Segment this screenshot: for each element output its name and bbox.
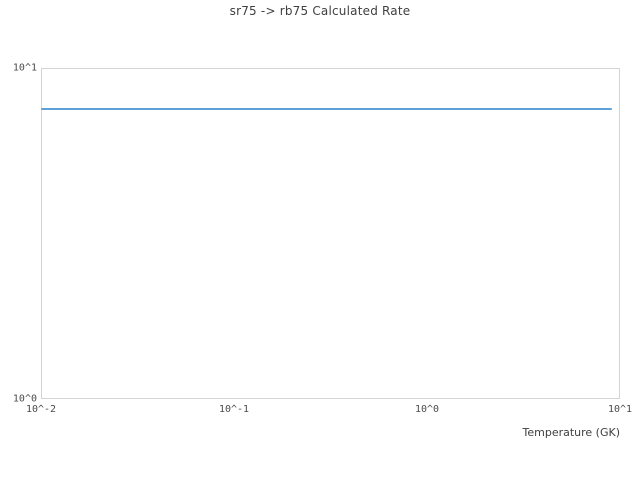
y-tick-label: 10^0 <box>12 393 37 405</box>
x-tick-label: 10^1 <box>607 404 633 415</box>
plot-area <box>41 68 620 399</box>
chart-title: sr75 -> rb75 Calculated Rate <box>229 4 411 18</box>
x-axis-label: Temperature (GK) <box>522 426 621 439</box>
x-tick-label: 10^-1 <box>218 404 250 415</box>
x-tick-label: 10^-2 <box>25 404 57 415</box>
x-tick-label: 10^0 <box>414 404 440 415</box>
rate-line <box>41 108 613 111</box>
y-tick-label: 10^1 <box>12 62 37 74</box>
